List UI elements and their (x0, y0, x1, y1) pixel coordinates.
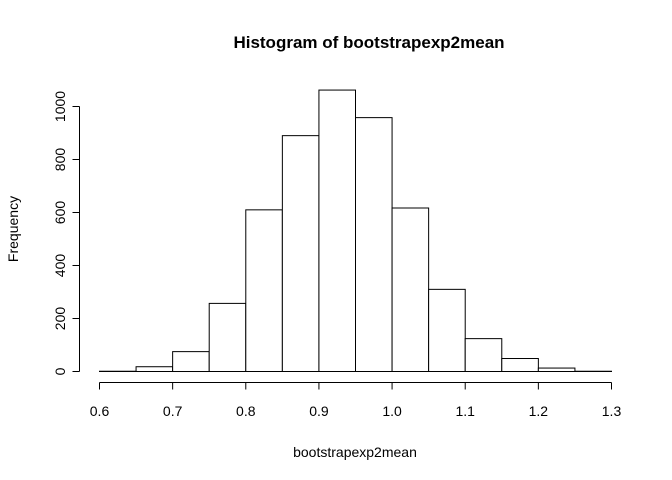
y-axis-label: Frequency (5, 196, 21, 262)
histogram-bar (245, 209, 283, 372)
histogram-bar (281, 135, 320, 372)
histogram-bar (208, 302, 247, 373)
chart-title: Histogram of bootstrapexp2mean (233, 33, 504, 52)
y-tick-label: 200 (52, 307, 68, 331)
histogram-bars (99, 89, 612, 373)
x-tick-label: 0.7 (163, 403, 183, 419)
histogram-bar (428, 288, 466, 373)
x-tick-label: 1.0 (382, 403, 402, 419)
x-tick-label: 1.2 (529, 403, 549, 419)
histogram-bar (135, 366, 174, 373)
histogram-bar (501, 358, 539, 373)
histogram-bar (537, 367, 576, 372)
histogram-bar (172, 351, 210, 373)
x-tick-label: 1.3 (602, 403, 622, 419)
y-axis: 0 200 400 600 800 1000 (52, 91, 80, 375)
histogram-bar (318, 89, 356, 372)
x-axis-label: bootstrapexp2mean (293, 444, 417, 460)
x-tick-label: 1.1 (455, 403, 475, 419)
y-tick-label: 400 (52, 254, 68, 278)
histogram-bar (464, 338, 503, 373)
x-tick-label: 0.9 (309, 403, 329, 419)
x-axis: 0.6 0.7 0.8 0.9 1.0 1.1 1.2 1.3 (90, 382, 622, 419)
y-tick-label: 800 (52, 148, 68, 172)
histogram-bar (391, 207, 430, 372)
y-tick-label: 0 (52, 367, 68, 375)
y-tick-label: 600 (52, 201, 68, 225)
histogram-bar (355, 117, 393, 372)
y-tick-label: 1000 (52, 91, 68, 122)
x-tick-label: 0.8 (236, 403, 256, 419)
x-tick-label: 0.6 (90, 403, 110, 419)
